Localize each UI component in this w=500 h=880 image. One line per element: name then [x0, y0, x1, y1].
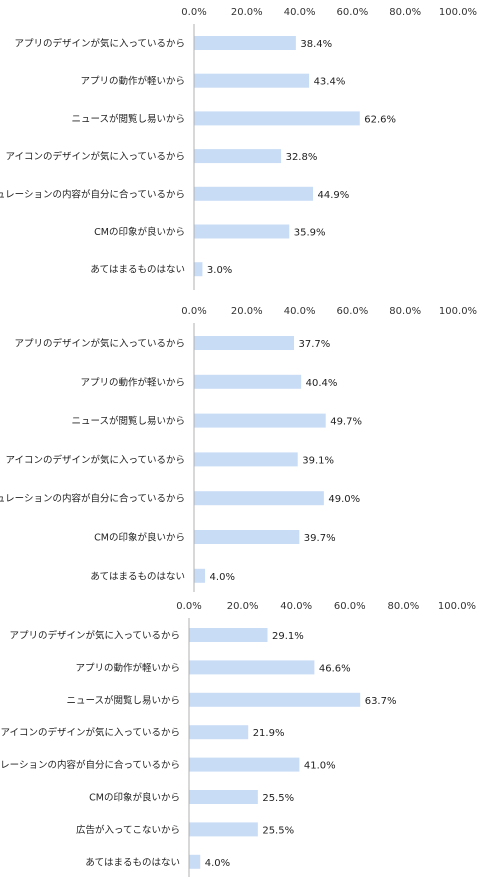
x-tick-label: 40.0% — [284, 306, 316, 317]
data-label: 38.4% — [300, 39, 332, 50]
data-label: 40.4% — [306, 378, 338, 389]
bar — [189, 790, 258, 804]
bar — [194, 111, 360, 126]
category-label: CMの印象が良いから — [89, 792, 180, 804]
data-label: 62.6% — [364, 114, 396, 125]
category-label: キュレーションの内容が自分に合っているから — [0, 759, 180, 771]
data-label: 37.7% — [299, 339, 331, 350]
category-label: ニュースが閲覧し易いから — [71, 415, 185, 427]
category-label: アイコンのデザインが気に入っているから — [5, 454, 185, 466]
data-label: 63.7% — [365, 696, 397, 707]
data-label: 3.0% — [207, 265, 232, 276]
data-label: 44.9% — [318, 190, 350, 201]
bar — [194, 186, 314, 201]
data-label: 49.0% — [328, 494, 360, 505]
category-label: CMの印象が良いから — [94, 532, 185, 544]
data-label: 35.9% — [294, 228, 326, 239]
bar — [194, 149, 282, 164]
x-tick-label: 60.0% — [337, 306, 369, 317]
data-label: 49.7% — [330, 417, 362, 428]
data-label: 41.0% — [304, 761, 336, 772]
x-tick-label: 20.0% — [231, 7, 263, 18]
category-label: ニュースが閲覧し易いから — [66, 694, 180, 706]
data-label: 25.5% — [262, 793, 294, 804]
bar — [194, 36, 296, 50]
bar — [194, 568, 206, 583]
category-label: アプリのデザインが気に入っているから — [9, 630, 180, 642]
data-label: 21.9% — [253, 728, 285, 739]
category-label: キュレーションの内容が自分に合っているから — [0, 188, 185, 200]
x-tick-label: 100.0% — [438, 601, 476, 612]
data-label: 39.1% — [302, 455, 334, 466]
bar — [194, 530, 300, 544]
x-tick-label: 60.0% — [337, 7, 369, 18]
data-label: 25.5% — [262, 825, 294, 836]
data-label: 46.6% — [319, 663, 351, 674]
x-tick-label: 80.0% — [389, 7, 421, 18]
data-label: 39.7% — [304, 533, 336, 544]
data-label: 32.8% — [286, 152, 318, 163]
bar — [189, 692, 361, 707]
bar — [194, 452, 298, 467]
x-tick-label: 0.0% — [181, 306, 206, 317]
x-tick-label: 40.0% — [284, 7, 316, 18]
bar — [194, 262, 203, 277]
data-label: 4.0% — [205, 858, 230, 869]
category-label: アプリのデザインが気に入っているから — [14, 38, 185, 50]
bar — [194, 224, 290, 239]
category-label: アプリの動作が軽いから — [75, 662, 180, 674]
data-label: 4.0% — [210, 572, 235, 583]
category-label: アプリのデザインが気に入っているから — [14, 338, 185, 350]
bar — [189, 660, 315, 675]
category-label: アイコンのデザインが気に入っているから — [5, 151, 185, 163]
x-tick-label: 100.0% — [439, 7, 477, 18]
bar — [189, 822, 258, 837]
x-tick-label: 0.0% — [176, 601, 201, 612]
category-label: あてはまるものはない — [85, 857, 180, 868]
x-tick-label: 20.0% — [227, 601, 259, 612]
bar — [194, 336, 295, 350]
category-label: 広告が入ってこないから — [76, 824, 180, 836]
category-label: アイコンのデザインが気に入っているから — [0, 727, 180, 739]
bar — [189, 757, 300, 772]
x-tick-label: 0.0% — [181, 7, 206, 18]
data-label: 29.1% — [272, 631, 304, 642]
category-label: あてはまるものはない — [90, 571, 185, 582]
x-tick-label: 100.0% — [439, 306, 477, 317]
bar — [189, 854, 201, 869]
x-tick-label: 60.0% — [334, 601, 366, 612]
bar — [189, 628, 268, 642]
category-label: アプリの動作が軽いから — [80, 376, 185, 388]
category-label: ニュースが閲覧し易いから — [71, 113, 185, 125]
bar — [194, 73, 310, 88]
x-tick-label: 40.0% — [280, 601, 312, 612]
category-label: CMの印象が良いから — [94, 226, 185, 238]
bar — [194, 491, 324, 506]
bar — [194, 413, 326, 428]
x-tick-label: 80.0% — [388, 601, 420, 612]
category-label: あてはまるものはない — [90, 265, 185, 276]
bar — [189, 725, 249, 740]
bar — [194, 374, 302, 389]
x-tick-label: 20.0% — [231, 306, 263, 317]
data-label: 43.4% — [314, 77, 346, 88]
category-label: アプリの動作が軽いから — [80, 75, 185, 87]
category-label: キュレーションの内容が自分に合っているから — [0, 493, 185, 505]
x-tick-label: 80.0% — [389, 306, 421, 317]
